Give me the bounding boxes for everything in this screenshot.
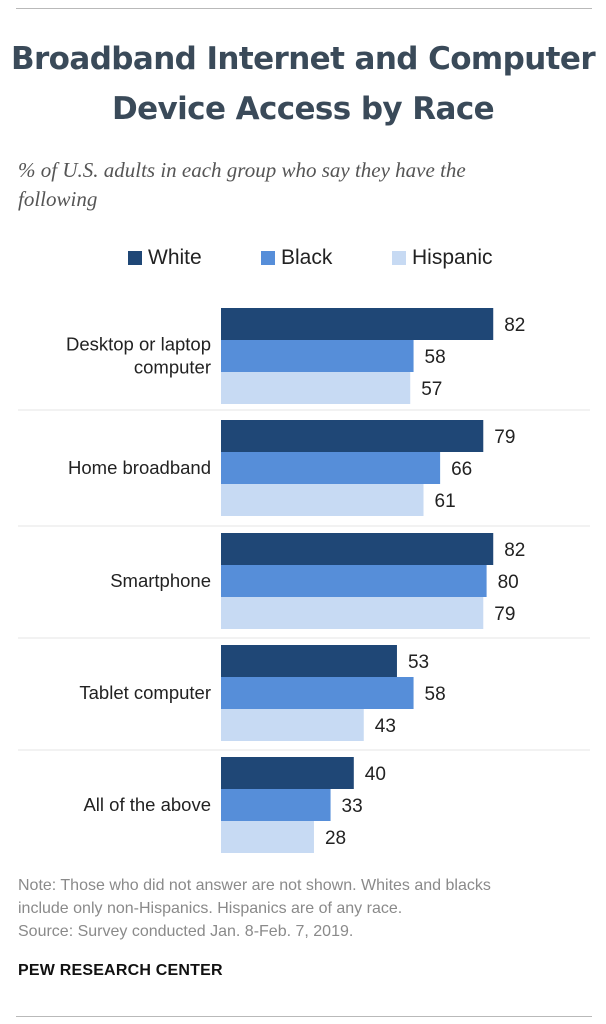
category-label-home-broadband: Home broadband xyxy=(68,457,211,478)
value-label-smartphone-white: 82 xyxy=(504,540,525,561)
value-label-desktop-laptop-hispanic: 57 xyxy=(421,379,442,400)
value-label-desktop-laptop-black: 58 xyxy=(425,347,446,368)
bar-all-of-the-above-black xyxy=(221,789,331,821)
pew-research-center-logo: PEW RESEARCH CENTER xyxy=(18,962,223,979)
value-label-all-of-the-above-hispanic: 28 xyxy=(325,828,346,849)
value-label-home-broadband-hispanic: 61 xyxy=(435,491,456,512)
legend-label-black: Black xyxy=(281,246,333,269)
bar-home-broadband-black xyxy=(221,452,441,484)
value-label-smartphone-black: 80 xyxy=(498,572,519,593)
value-label-home-broadband-black: 66 xyxy=(451,459,472,480)
legend-swatch-black xyxy=(261,251,275,265)
note-line-2: include only non-Hispanics. Hispanics ar… xyxy=(18,900,403,917)
bar-home-broadband-hispanic xyxy=(221,484,424,516)
bar-desktop-laptop-white xyxy=(221,308,494,340)
bar-tablet-black xyxy=(221,677,414,709)
legend-swatch-white xyxy=(128,251,142,265)
value-label-tablet-hispanic: 43 xyxy=(375,716,396,737)
bar-smartphone-white xyxy=(221,533,494,565)
chart-title: Broadband Internet and Computer Device A… xyxy=(0,34,606,134)
bar-smartphone-black xyxy=(221,565,487,597)
value-label-all-of-the-above-black: 33 xyxy=(342,796,363,817)
source-line: Source: Survey conducted Jan. 8-Feb. 7, … xyxy=(18,923,354,940)
bar-desktop-laptop-black xyxy=(221,340,414,372)
chart-subtitle-line-1: % of U.S. adults in each group who say t… xyxy=(18,158,466,182)
top-rule xyxy=(16,8,592,9)
legend-item-white: White xyxy=(128,245,202,271)
value-label-home-broadband-white: 79 xyxy=(494,427,515,448)
chart-title-line-1: Broadband Internet and Computer xyxy=(10,41,596,77)
bar-all-of-the-above-white xyxy=(221,757,354,789)
value-label-all-of-the-above-white: 40 xyxy=(365,764,386,785)
value-label-desktop-laptop-white: 82 xyxy=(504,315,525,336)
legend-item-black: Black xyxy=(261,245,332,271)
category-label-all-of-the-above: All of the above xyxy=(83,794,211,815)
chart-subtitle-line-2: following xyxy=(18,187,98,211)
value-label-tablet-black: 58 xyxy=(425,684,446,705)
bar-desktop-laptop-hispanic xyxy=(221,372,411,404)
note-line-1: Note: Those who did not answer are not s… xyxy=(18,877,491,894)
category-label-desktop-laptop: Desktop or laptop computer xyxy=(66,334,211,378)
bar-home-broadband-white xyxy=(221,420,484,452)
bar-tablet-white xyxy=(221,645,397,677)
category-label-smartphone: Smartphone xyxy=(110,570,211,591)
legend-swatch-hispanic xyxy=(392,251,406,265)
legend-label-white: White xyxy=(148,246,202,269)
bar-chart: Desktop or laptop computer 82 58 57 Home broa… xyxy=(18,308,590,853)
chart-title-line-2: Device Access by Race xyxy=(111,91,495,127)
value-label-tablet-white: 53 xyxy=(408,652,429,673)
category-label-tablet: Tablet computer xyxy=(79,682,211,703)
chart-subtitle: % of U.S. adults in each group who say t… xyxy=(18,156,578,214)
bottom-rule xyxy=(16,1016,592,1017)
bar-all-of-the-above-hispanic xyxy=(221,821,314,853)
bar-smartphone-hispanic xyxy=(221,597,484,629)
chart-legend: White Black Hispanic xyxy=(0,245,606,271)
legend-item-hispanic: Hispanic xyxy=(392,245,493,271)
chart-note: Note: Those who did not answer are not s… xyxy=(18,874,598,943)
legend-label-hispanic: Hispanic xyxy=(412,246,493,269)
value-label-smartphone-hispanic: 79 xyxy=(494,604,515,625)
bar-tablet-hispanic xyxy=(221,709,364,741)
